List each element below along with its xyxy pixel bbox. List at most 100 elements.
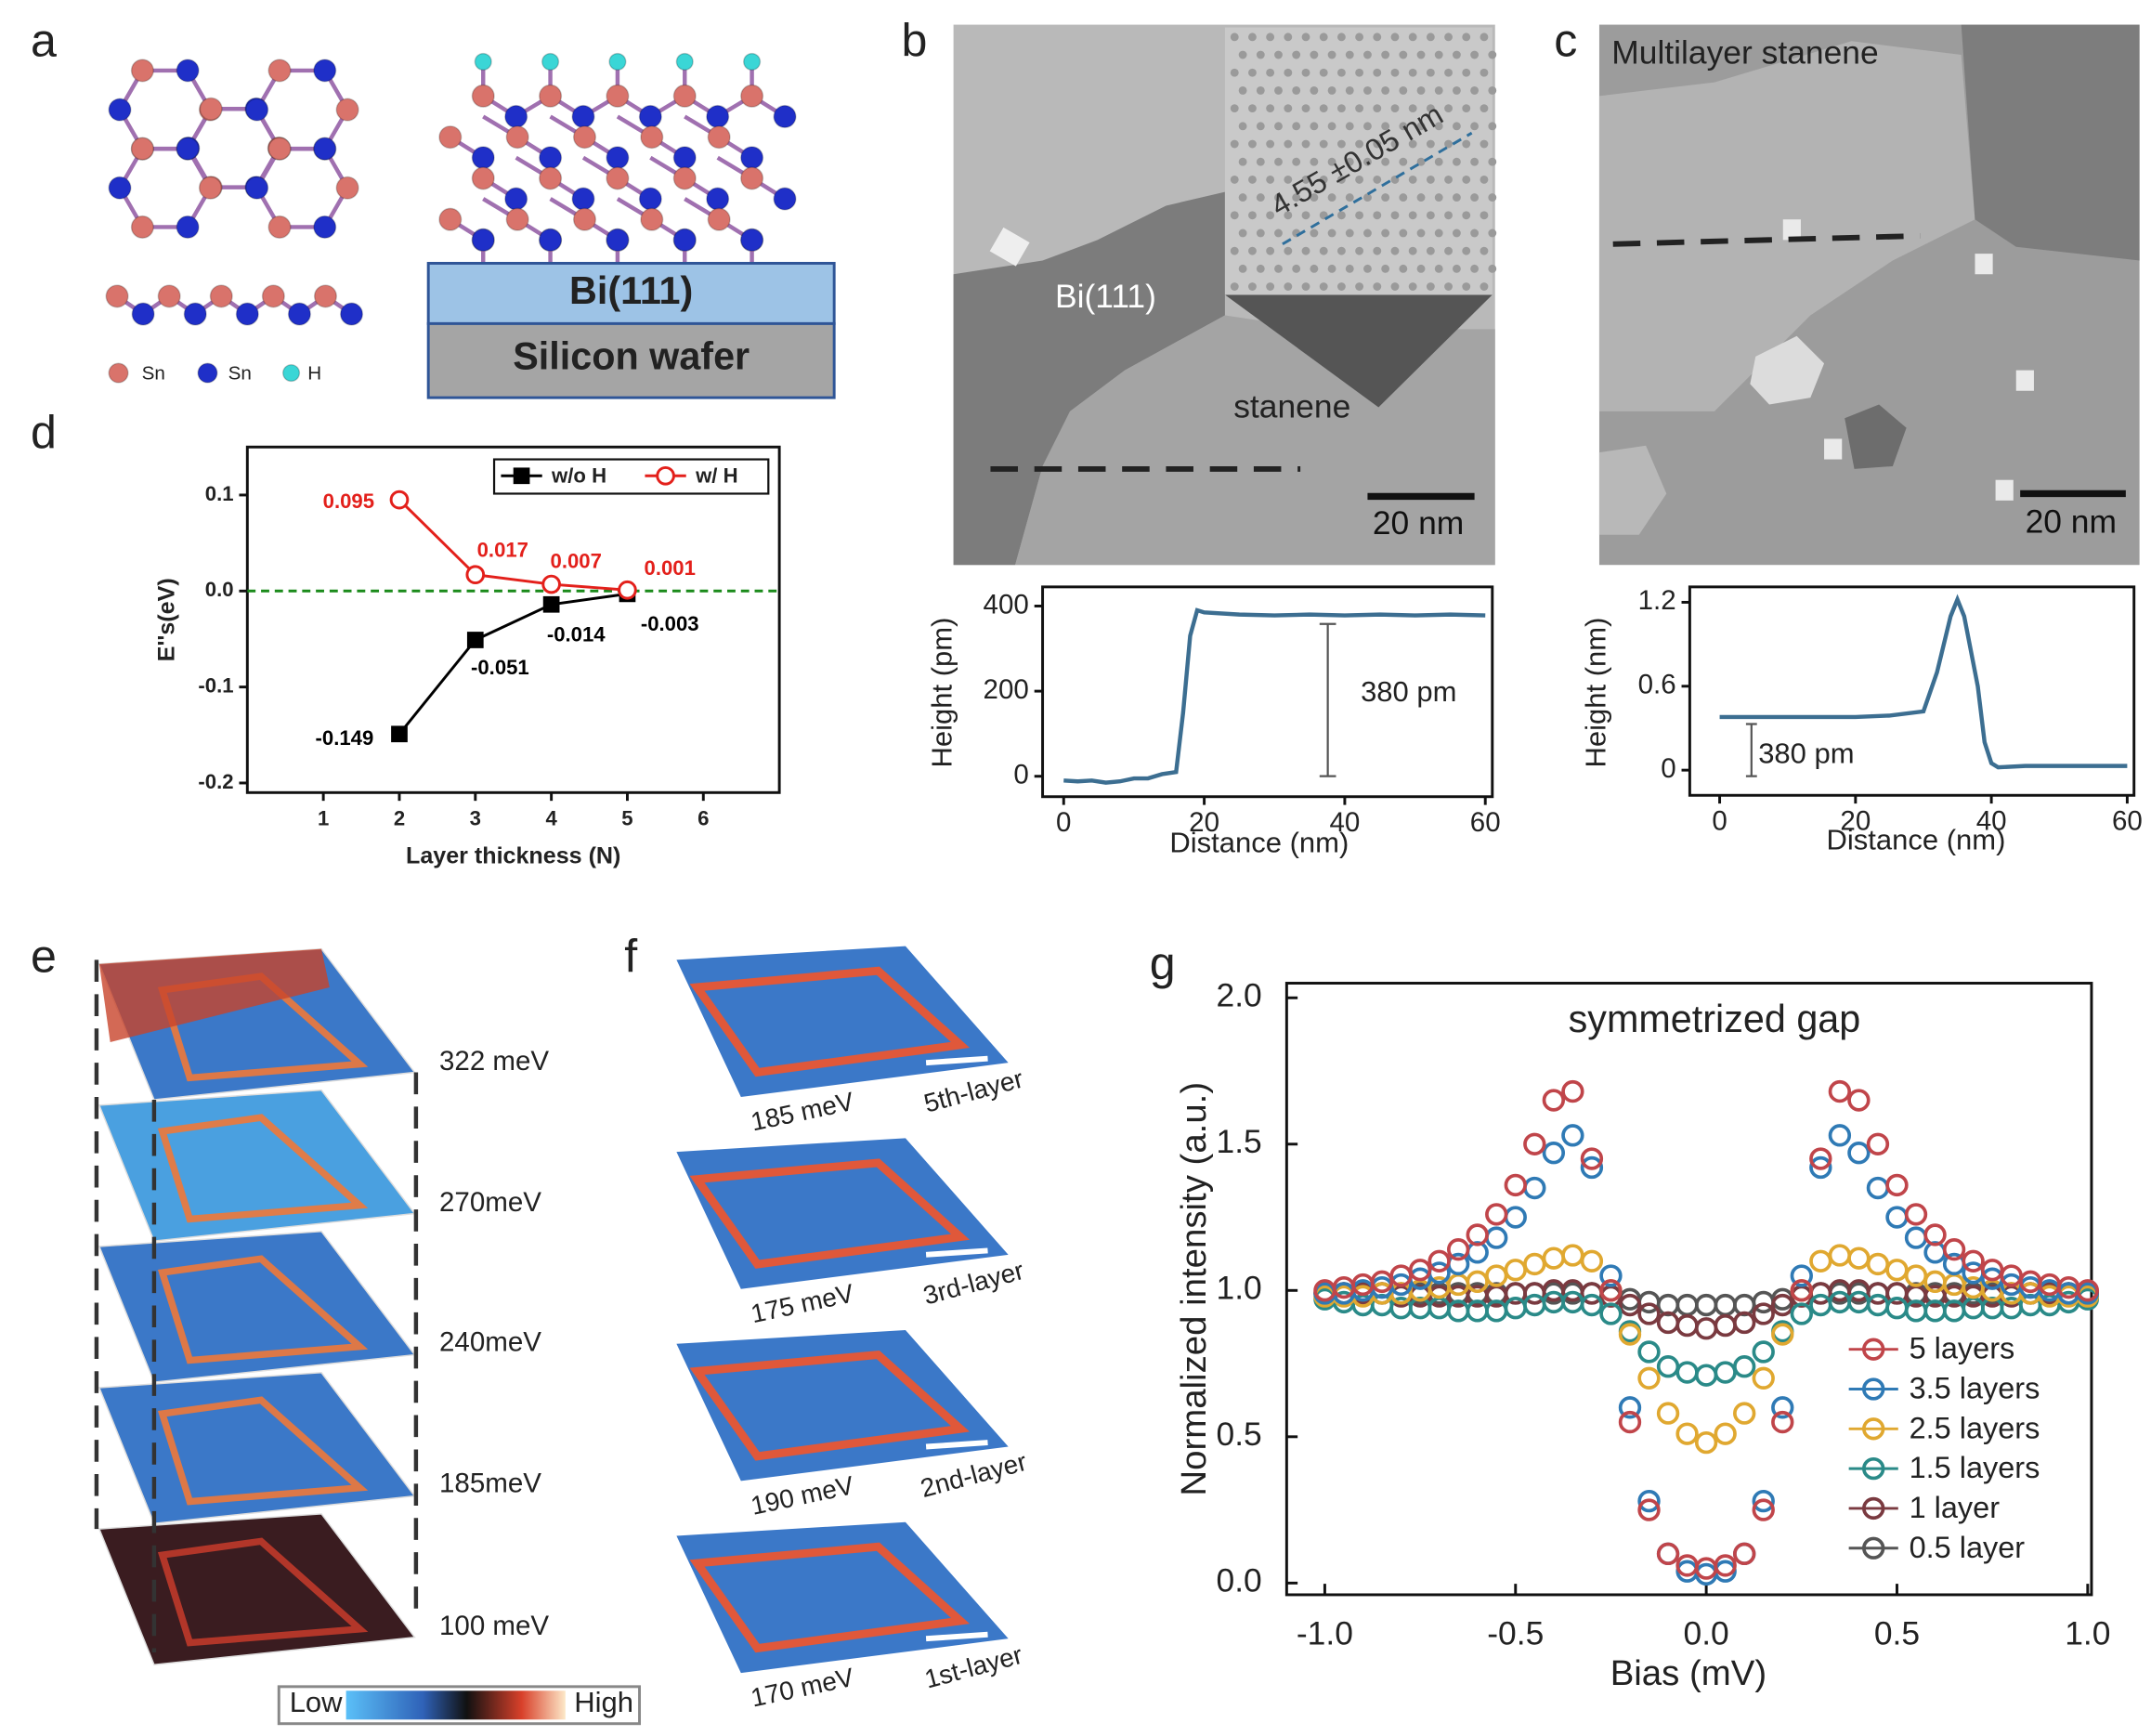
lattice-spot (1373, 175, 1382, 184)
legend-marker (513, 467, 530, 485)
lattice-spot (1238, 193, 1247, 202)
lattice-spot (1373, 246, 1382, 255)
atom (706, 104, 730, 129)
legend-label: 0.5 layer (1910, 1531, 2026, 1564)
atom (504, 187, 528, 211)
lattice-spot (1248, 139, 1257, 149)
atom (505, 207, 529, 231)
atom (105, 284, 129, 308)
panel-label: e (31, 931, 57, 983)
lattice-spot (1230, 211, 1239, 220)
edge-state (157, 1396, 369, 1506)
atom (287, 302, 311, 326)
lattice-spot (1416, 122, 1426, 131)
lattice-spot (1416, 50, 1426, 59)
lattice-spot (1284, 175, 1293, 184)
lattice-spot (1373, 139, 1382, 149)
lattice-spot (1444, 282, 1453, 291)
lattice-spot (1238, 122, 1247, 131)
lattice-spot (1230, 68, 1239, 77)
island (1750, 335, 1825, 405)
bright-spot (2015, 370, 2034, 391)
atom (571, 187, 595, 211)
lattice-spot (1452, 228, 1461, 238)
data-point (1637, 1302, 1661, 1325)
lattice-spot (1434, 157, 1443, 166)
lattice-spot (1462, 104, 1471, 113)
lattice-spot (1310, 228, 1319, 238)
data-label: -0.051 (471, 656, 529, 679)
x-tick-label: 0.5 (1874, 1615, 1920, 1652)
data-point (1599, 1279, 1623, 1302)
lattice-spot (1480, 33, 1489, 42)
lattice-spot (1381, 193, 1390, 202)
lattice-spot (1408, 33, 1417, 42)
lattice-spot (1292, 50, 1301, 59)
y-tick-label: 0.5 (1217, 1416, 1262, 1453)
panel-label: d (31, 407, 57, 459)
lattice-spot (1488, 228, 1497, 238)
atom (773, 187, 797, 211)
data-point (1618, 1410, 1642, 1434)
lattice-spot (1248, 68, 1257, 77)
terrace (953, 191, 1225, 566)
atom (199, 97, 223, 121)
lattice-spot (1336, 33, 1346, 42)
lattice-spot (1426, 33, 1435, 42)
data-point (1504, 1173, 1527, 1197)
image-title: Multilayer stanene (1611, 33, 1878, 71)
lattice-spot (1390, 33, 1400, 42)
lattice-spot (1444, 175, 1453, 184)
lattice-spot (1319, 68, 1328, 77)
data-point (1637, 1366, 1661, 1390)
lattice-spot (1301, 282, 1310, 291)
atom (335, 98, 359, 122)
atom (606, 166, 630, 190)
lattice-spot (1310, 50, 1319, 59)
lattice-spot (1336, 68, 1346, 77)
lattice-spot (1266, 33, 1275, 42)
lattice-spot (1470, 264, 1480, 273)
data-point (1637, 1498, 1661, 1521)
lattice-spot (1363, 228, 1372, 238)
island-label: stanene (1233, 387, 1350, 424)
lattice-spot (1480, 211, 1489, 220)
lattice-spot (1238, 86, 1247, 95)
legend-label: Sn (142, 362, 165, 384)
data-point (1752, 1489, 1775, 1513)
lattice-spot (1266, 68, 1275, 77)
energy-label: 185meV (439, 1468, 541, 1499)
atom (108, 176, 132, 200)
data-point (1714, 1554, 1737, 1577)
data-point (1923, 1223, 1947, 1247)
lattice-spot (1355, 104, 1364, 113)
data-point (1466, 1223, 1489, 1247)
data-point (1885, 1173, 1909, 1197)
data-point (2076, 1279, 2100, 1302)
atom (130, 59, 154, 83)
lattice-spot (1480, 175, 1489, 184)
edge-state (689, 1158, 971, 1269)
lattice-spot (1426, 282, 1435, 291)
x-tick-label: 0.0 (1684, 1615, 1729, 1652)
lattice-spot (1373, 33, 1382, 42)
y-tick-label: 200 (984, 674, 1029, 705)
atom (571, 104, 595, 129)
data-point (1523, 1132, 1546, 1155)
data-point (1904, 1203, 1928, 1226)
lattice-spot (1452, 86, 1461, 95)
atom (606, 84, 630, 108)
lattice-spot (1327, 228, 1336, 238)
height-bracket (1319, 622, 1336, 777)
lattice-spot (1327, 157, 1336, 166)
lattice-spot (1355, 68, 1364, 77)
legend-label: 1 layer (1910, 1491, 2001, 1524)
lattice-spot (1256, 50, 1265, 59)
lattice-spot (1480, 104, 1489, 113)
lattice-spot (1284, 246, 1293, 255)
scale-bar-label: 20 nm (2026, 503, 2117, 540)
lattice-spot (1426, 246, 1435, 255)
data-point (1675, 1422, 1699, 1445)
lattice-spot (1292, 86, 1301, 95)
lattice-spot (1284, 282, 1293, 291)
